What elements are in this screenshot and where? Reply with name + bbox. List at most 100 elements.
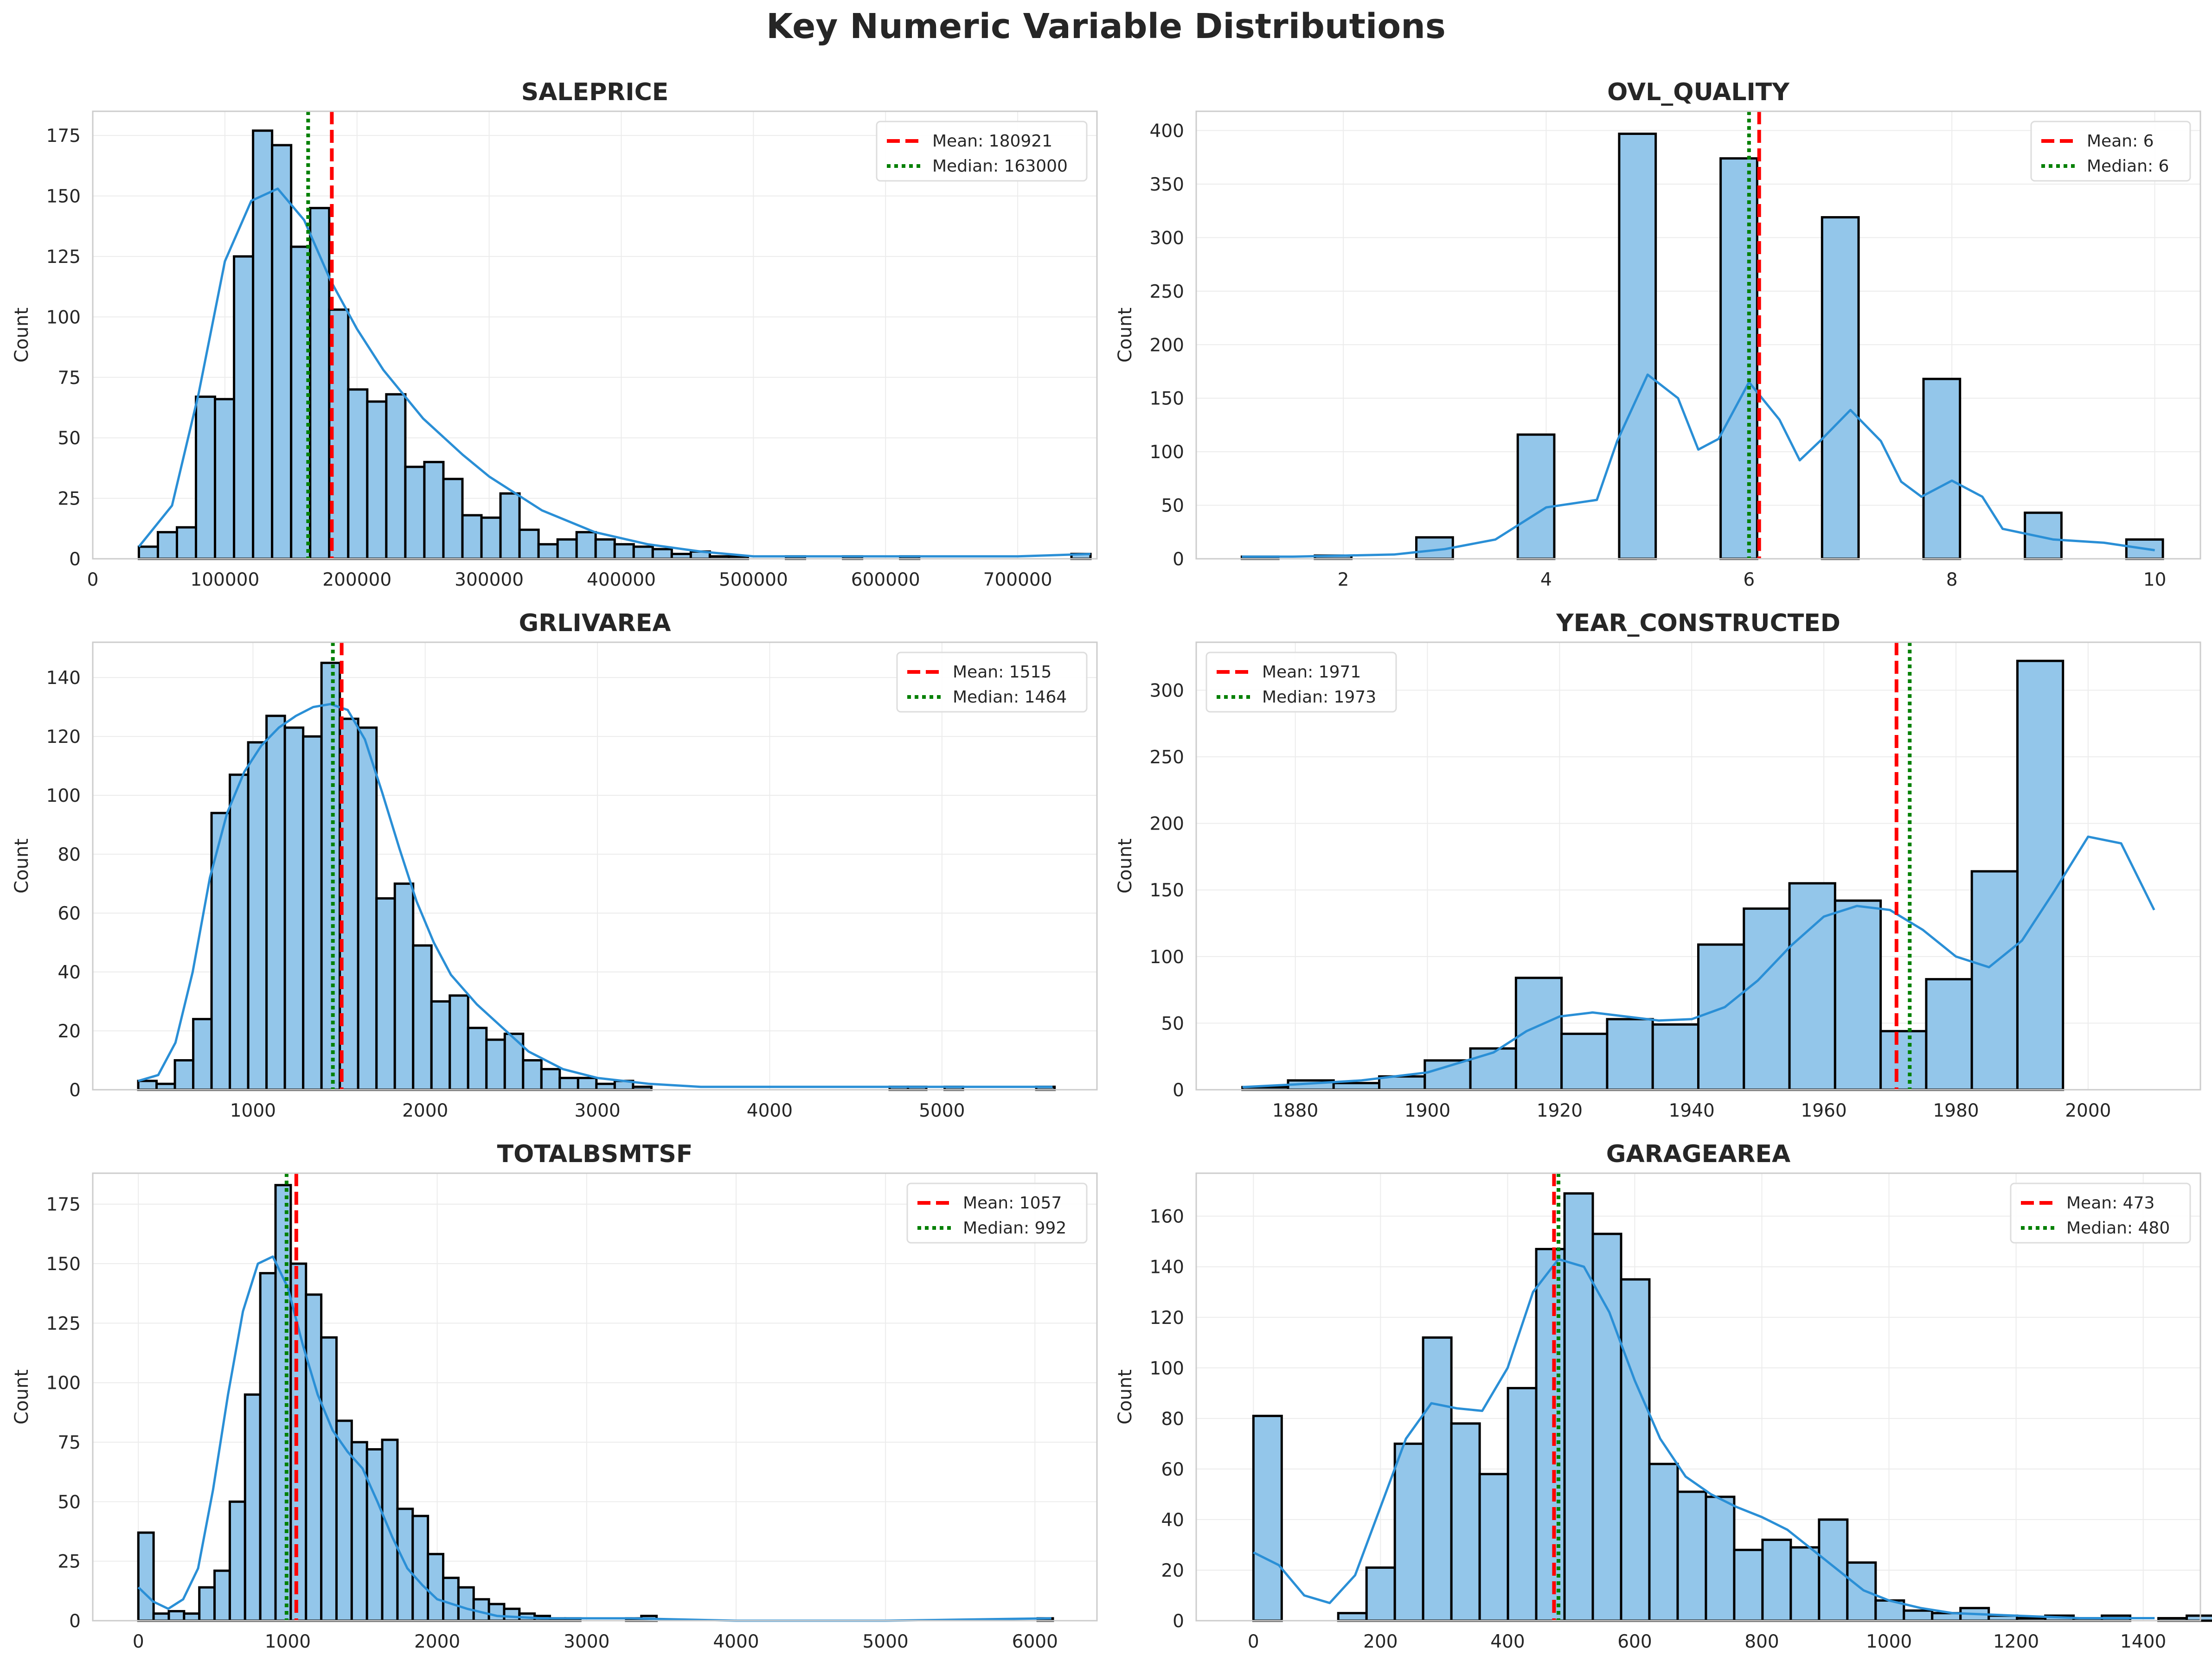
- panel-title: GRLIVAREA: [519, 609, 671, 637]
- histogram-bar: [1676, 1490, 1707, 1622]
- histogram-bar: [320, 661, 341, 1091]
- histogram-bar: [320, 1336, 338, 1622]
- histogram-bar: [540, 1068, 561, 1091]
- histogram-bar: [1423, 1059, 1472, 1091]
- x-tick-label: 1400: [2120, 1631, 2166, 1652]
- kde-curve: [1253, 1258, 2155, 1619]
- y-tick-label: 175: [46, 126, 81, 147]
- histogram-bar: [1478, 1473, 1509, 1622]
- histogram-bar: [137, 1531, 155, 1622]
- histogram-bar: [195, 396, 217, 560]
- x-tick-label: 0: [133, 1631, 144, 1652]
- histogram-bar: [1846, 1561, 1877, 1622]
- histogram-bar: [1606, 1018, 1654, 1091]
- legend-mean-label: Mean: 473: [2066, 1194, 2154, 1213]
- y-tick-label: 400: [1150, 121, 1184, 142]
- y-tick-label: 150: [46, 186, 81, 207]
- histogram-bar: [411, 1515, 430, 1622]
- legend-mean-label: Mean: 1057: [963, 1194, 1062, 1213]
- histogram-bar: [271, 144, 293, 560]
- histogram-bar: [210, 812, 231, 1091]
- x-tick-label: 400: [1490, 1631, 1525, 1652]
- histogram-bar: [430, 1000, 451, 1091]
- histogram-bar: [670, 553, 692, 560]
- x-tick-label: 200000: [322, 569, 391, 590]
- y-tick-label: 100: [1150, 442, 1184, 463]
- histogram-panel-grlivarea: GRLIVAREA 0 20 40 60 80 100 120 140 1000 2000 3000 4…: [11, 609, 1098, 1121]
- legend-median-label: Median: 1464: [953, 688, 1067, 707]
- histogram-bar: [412, 944, 433, 1091]
- legend-box: [906, 1182, 1088, 1244]
- y-tick-label: 300: [1150, 228, 1184, 249]
- legend-box: [896, 652, 1088, 713]
- histogram-bar: [289, 1262, 308, 1622]
- histogram-bar: [393, 882, 415, 1091]
- y-tick-label: 125: [46, 1313, 81, 1334]
- histogram-bar: [1422, 1336, 1453, 1622]
- x-tick-label: 1000: [1866, 1631, 1912, 1652]
- histogram-bar: [1516, 433, 1556, 560]
- legend-median-label: Median: 992: [963, 1219, 1066, 1238]
- y-tick-label: 50: [58, 428, 81, 449]
- y-tick-label: 350: [1150, 174, 1184, 195]
- x-tick-label: 200: [1363, 1631, 1398, 1652]
- histogram-bar: [503, 1607, 521, 1622]
- histogram-bar: [485, 1038, 506, 1091]
- y-tick-label: 150: [1150, 389, 1184, 409]
- histogram-bar: [404, 466, 426, 560]
- histogram-bar: [594, 538, 616, 560]
- y-tick-label: 140: [1150, 1257, 1184, 1278]
- x-tick-label: 700000: [983, 569, 1052, 590]
- histogram-bar: [449, 994, 469, 1091]
- legend-box: [876, 121, 1088, 182]
- y-axis-label: Count: [11, 1369, 32, 1425]
- histogram-bar: [1591, 1233, 1622, 1622]
- histogram-bar: [335, 1419, 353, 1622]
- histogram-bar: [309, 207, 331, 560]
- histogram-bar: [487, 1603, 506, 1622]
- histogram-bar: [1697, 943, 1745, 1091]
- histogram-panel-ovl-quality: OVL_QUALITY 0 50 100 150 200 250 300 350 400 2 4 6 8 1…: [1115, 78, 2201, 590]
- histogram-bar: [651, 548, 673, 560]
- histogram-bar: [1903, 1609, 1934, 1622]
- y-tick-label: 0: [1173, 549, 1184, 570]
- y-tick-label: 100: [1150, 1358, 1184, 1379]
- histogram-bar: [575, 531, 597, 560]
- legend-median-label: Median: 6: [2087, 157, 2169, 176]
- histogram-bar: [213, 1569, 231, 1622]
- histogram-bar: [137, 545, 159, 560]
- histogram-bar: [385, 393, 407, 560]
- histogram-bar: [522, 1059, 543, 1091]
- legend-median-label: Median: 163000: [932, 157, 1068, 176]
- histogram-bar: [156, 531, 178, 560]
- x-tick-label: 1880: [1272, 1100, 1318, 1121]
- histogram-bar: [137, 1080, 158, 1091]
- histogram-bar: [2016, 659, 2065, 1091]
- y-tick-label: 120: [46, 727, 81, 748]
- histogram-bar: [1365, 1566, 1396, 1622]
- y-tick-label: 140: [46, 668, 81, 689]
- y-tick-label: 0: [1173, 1080, 1184, 1101]
- histogram-bar: [467, 1027, 488, 1091]
- y-tick-label: 100: [46, 307, 81, 328]
- x-tick-label: 1980: [1933, 1100, 1979, 1121]
- legend-box: [2010, 1182, 2191, 1244]
- y-tick-label: 60: [1161, 1459, 1184, 1480]
- histogram-bar: [357, 726, 378, 1091]
- histogram-bar: [1450, 1422, 1481, 1622]
- x-tick-label: 8: [1946, 569, 1958, 590]
- legend-mean-label: Mean: 6: [2087, 132, 2154, 151]
- panel-title: GARAGEAREA: [1606, 1140, 1790, 1168]
- histogram-bar: [558, 1077, 579, 1091]
- kde-curve: [138, 703, 1053, 1088]
- y-tick-label: 80: [58, 844, 81, 865]
- y-tick-label: 200: [1150, 335, 1184, 356]
- panel-title: TOTALBSMTSF: [497, 1140, 693, 1168]
- histogram-bar: [556, 538, 578, 560]
- histogram-bar: [480, 516, 502, 560]
- histogram-bar: [518, 528, 540, 560]
- histogram-bar: [1252, 1414, 1283, 1622]
- histogram-bar: [365, 1448, 384, 1622]
- legend-box: [2030, 121, 2191, 182]
- histogram-bar: [175, 526, 198, 560]
